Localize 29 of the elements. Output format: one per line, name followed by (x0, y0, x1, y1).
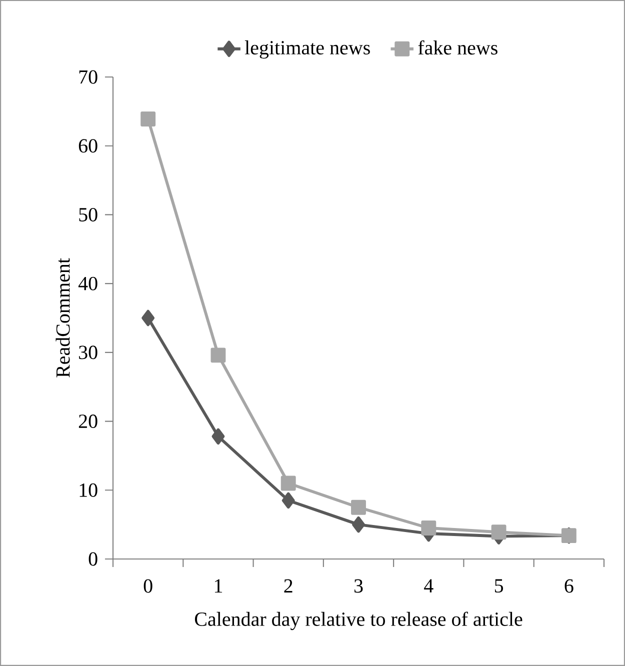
y-tick-label: 70 (79, 70, 98, 84)
point (142, 310, 155, 326)
x-tick-label: 0 (144, 579, 152, 593)
y-tick-label: 20 (78, 414, 98, 428)
point (491, 524, 506, 540)
y-axis-title: ReadComment (56, 258, 70, 378)
y-tick-label: 50 (79, 208, 98, 222)
point (140, 112, 156, 126)
point (351, 500, 366, 515)
y-tick-label: 0 (88, 552, 98, 566)
x-tick-label: 6 (564, 579, 574, 593)
x-tick-label: 1 (214, 579, 222, 592)
y-tick-label: 60 (78, 139, 98, 153)
x-tick-label: 2 (284, 579, 292, 593)
x-tick-label: 4 (424, 579, 434, 592)
x-tick-label: 5 (494, 579, 504, 593)
point (352, 516, 365, 533)
legend-label: legitimate news (244, 40, 370, 59)
x-axis-title: Calendar day relative to release of article (194, 612, 522, 630)
y-tick-label: 30 (79, 346, 98, 360)
point (421, 520, 436, 536)
y-tick-label: 10 (80, 483, 98, 497)
point (210, 348, 226, 363)
legend-label: fake news (418, 40, 498, 55)
point (282, 492, 295, 509)
point (212, 428, 225, 445)
x-tick-label: 3 (354, 579, 363, 593)
point (280, 476, 296, 491)
y-tick-label: 40 (78, 276, 98, 290)
